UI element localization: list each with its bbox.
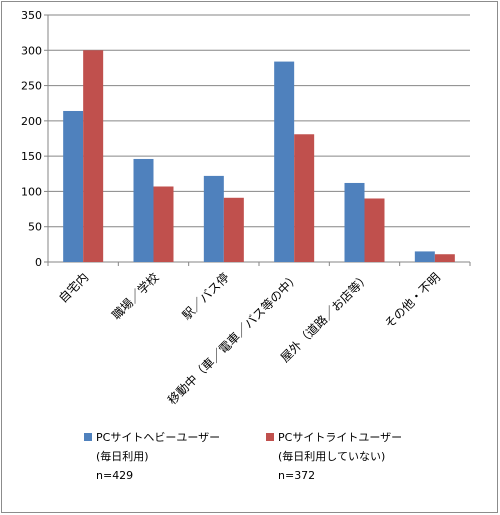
y-tick-label: 300 <box>21 44 42 57</box>
legend-sub-heavy-user: (毎日利用) <box>96 450 149 463</box>
legend-n-heavy-user: n=429 <box>96 469 134 482</box>
x-tick-label: 駅／バス停 <box>179 270 232 323</box>
legend-label-heavy-user: PCサイトヘビーユーザー <box>96 431 221 444</box>
y-tick-label: 100 <box>21 185 42 198</box>
legend-sub-light-user: (毎日利用していない) <box>278 450 386 463</box>
x-tick-label: 職場／学校 <box>109 270 162 323</box>
legend-item-heavy-user: PCサイトヘビーユーザー (毎日利用) n=429 <box>84 428 220 485</box>
x-tick-label: 移動中（車／電車／バス等の中） <box>164 270 302 408</box>
legend-label-light-user: PCサイトライトユーザー <box>278 431 403 444</box>
y-tick-label: 0 <box>35 256 42 269</box>
legend-swatch-light-user <box>266 433 274 441</box>
bar <box>83 50 104 263</box>
y-tick-label: 150 <box>21 150 42 163</box>
bar <box>434 254 455 262</box>
y-tick-label: 250 <box>21 80 42 93</box>
bar <box>223 197 244 262</box>
y-tick-label: 350 <box>21 9 42 22</box>
x-tick-label: 自宅内 <box>55 270 91 306</box>
y-tick-label: 50 <box>28 221 42 234</box>
bar <box>133 158 154 262</box>
legend-n-light-user: n=372 <box>278 469 316 482</box>
bar <box>203 175 224 262</box>
y-tick-label: 200 <box>21 115 42 128</box>
bar <box>364 198 385 262</box>
bar <box>294 134 315 262</box>
bar <box>274 61 295 262</box>
legend-swatch-heavy-user <box>84 433 92 441</box>
bar <box>414 251 435 262</box>
x-tick-label: その他・不明 <box>382 270 443 331</box>
bar <box>344 182 365 262</box>
bar <box>153 186 174 262</box>
bar <box>63 110 84 262</box>
legend-item-light-user: PCサイトライトユーザー (毎日利用していない) n=372 <box>266 428 402 485</box>
